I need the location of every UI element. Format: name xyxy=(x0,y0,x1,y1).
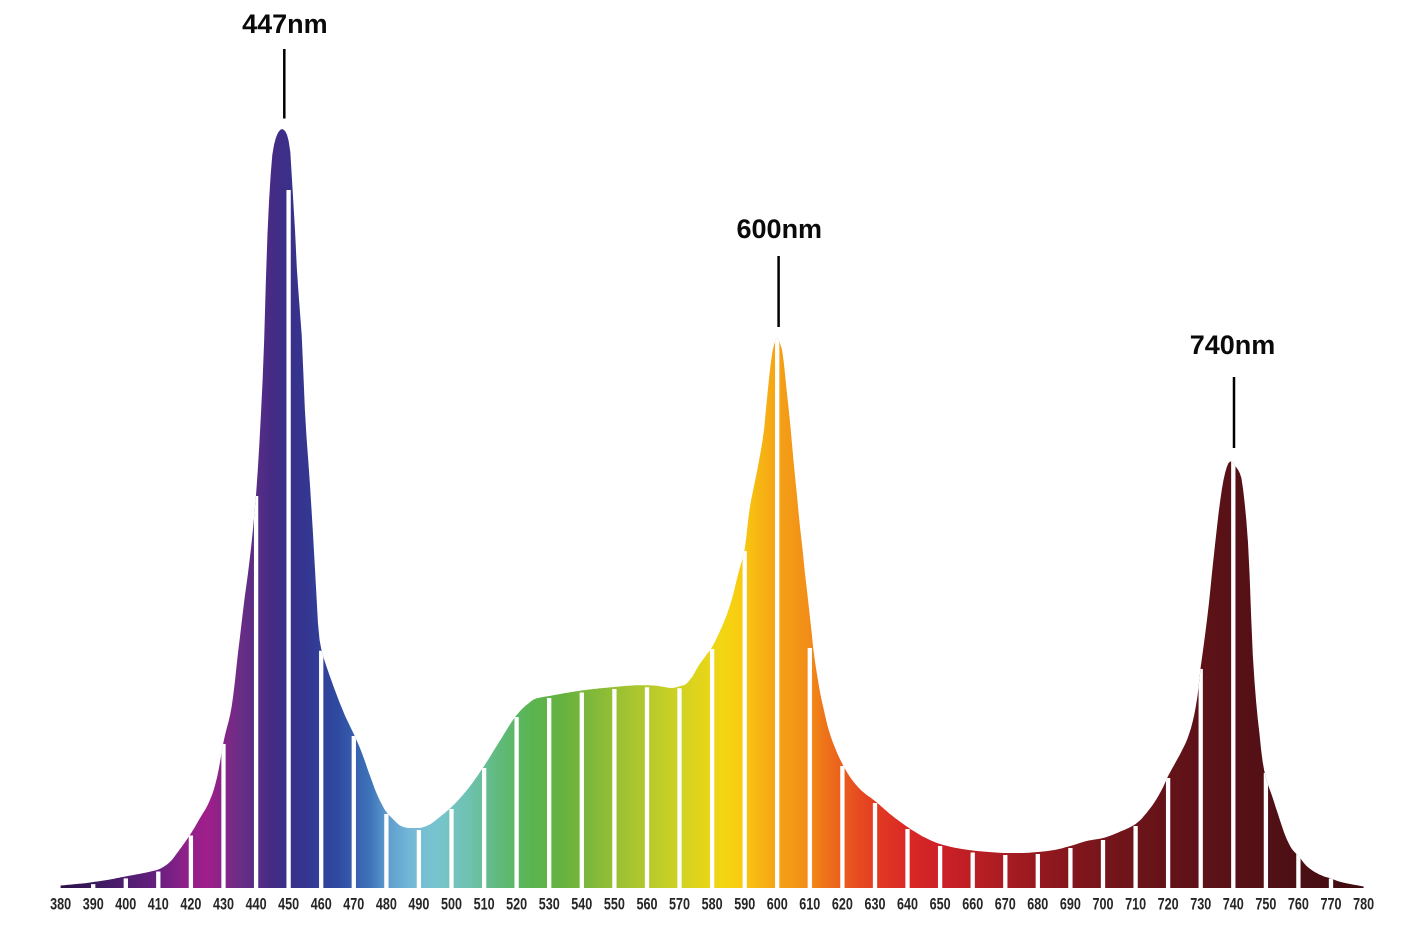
svg-text:440: 440 xyxy=(246,896,267,914)
svg-text:410: 410 xyxy=(148,896,169,914)
svg-text:580: 580 xyxy=(702,896,723,914)
svg-text:670: 670 xyxy=(995,896,1016,914)
svg-text:650: 650 xyxy=(930,896,951,914)
svg-text:740: 740 xyxy=(1223,896,1244,914)
svg-text:720: 720 xyxy=(1158,896,1179,914)
svg-text:740nm: 740nm xyxy=(1190,330,1276,360)
svg-text:460: 460 xyxy=(311,896,332,914)
svg-text:530: 530 xyxy=(539,896,560,914)
svg-text:710: 710 xyxy=(1125,896,1146,914)
svg-text:700: 700 xyxy=(1093,896,1114,914)
svg-text:760: 760 xyxy=(1288,896,1309,914)
svg-text:600: 600 xyxy=(767,896,788,914)
svg-text:447nm: 447nm xyxy=(242,9,328,39)
svg-text:510: 510 xyxy=(474,896,495,914)
svg-text:430: 430 xyxy=(213,896,234,914)
svg-text:400: 400 xyxy=(115,896,136,914)
svg-text:590: 590 xyxy=(734,896,755,914)
svg-text:770: 770 xyxy=(1321,896,1342,914)
svg-text:390: 390 xyxy=(83,896,104,914)
svg-text:540: 540 xyxy=(571,896,592,914)
svg-text:630: 630 xyxy=(865,896,886,914)
svg-text:500: 500 xyxy=(441,896,462,914)
svg-text:560: 560 xyxy=(637,896,658,914)
svg-text:600nm: 600nm xyxy=(737,214,823,244)
svg-text:380: 380 xyxy=(50,896,71,914)
svg-text:690: 690 xyxy=(1060,896,1081,914)
svg-text:660: 660 xyxy=(962,896,983,914)
svg-text:420: 420 xyxy=(180,896,201,914)
svg-text:480: 480 xyxy=(376,896,397,914)
svg-text:680: 680 xyxy=(1027,896,1048,914)
svg-text:490: 490 xyxy=(408,896,429,914)
svg-text:750: 750 xyxy=(1255,896,1276,914)
svg-text:620: 620 xyxy=(832,896,853,914)
svg-text:450: 450 xyxy=(278,896,299,914)
svg-text:470: 470 xyxy=(343,896,364,914)
svg-text:640: 640 xyxy=(897,896,918,914)
svg-text:520: 520 xyxy=(506,896,527,914)
svg-text:610: 610 xyxy=(799,896,820,914)
svg-text:570: 570 xyxy=(669,896,690,914)
svg-text:550: 550 xyxy=(604,896,625,914)
svg-text:780: 780 xyxy=(1353,896,1374,914)
svg-text:730: 730 xyxy=(1190,896,1211,914)
